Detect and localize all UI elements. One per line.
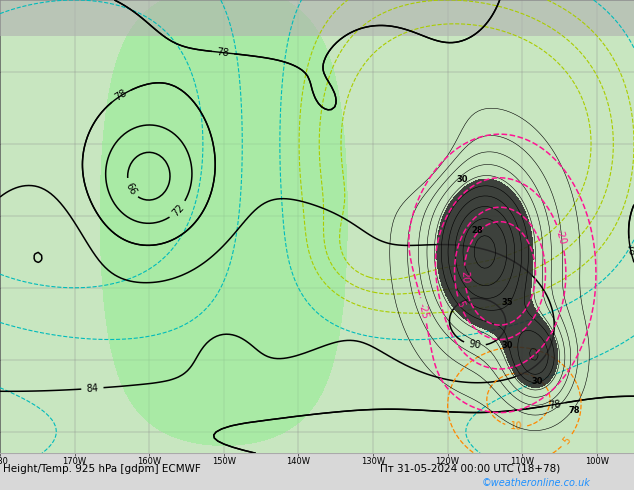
Text: 90: 90: [468, 340, 481, 351]
Text: Пт 31-05-2024 00:00 UTC (18+78): Пт 31-05-2024 00:00 UTC (18+78): [380, 464, 560, 473]
Bar: [0, 0, 634, 36]
Text: 10: 10: [510, 421, 522, 432]
Text: 35: 35: [501, 297, 513, 307]
Text: 84: 84: [86, 383, 99, 394]
Text: 78: 78: [216, 47, 230, 58]
Text: ©weatheronline.co.uk: ©weatheronline.co.uk: [482, 478, 591, 488]
Text: 30: 30: [531, 377, 543, 386]
Text: 78: 78: [113, 88, 129, 103]
Text: 78: 78: [547, 398, 561, 411]
Text: 20: 20: [459, 270, 470, 283]
Text: 28: 28: [472, 226, 483, 235]
Text: Height/Temp. 925 hPa [gdpm] ECMWF: Height/Temp. 925 hPa [gdpm] ECMWF: [3, 464, 201, 473]
Text: 5: 5: [561, 435, 573, 446]
Text: 30: 30: [501, 341, 513, 350]
Text: 66: 66: [124, 181, 138, 196]
Text: 72: 72: [170, 202, 186, 218]
Text: 30: 30: [456, 175, 468, 184]
Text: 78: 78: [624, 243, 634, 256]
Text: -20: -20: [554, 228, 568, 246]
Text: -25: -25: [417, 302, 430, 319]
Text: 5: 5: [455, 299, 466, 309]
Text: 78: 78: [569, 406, 580, 415]
